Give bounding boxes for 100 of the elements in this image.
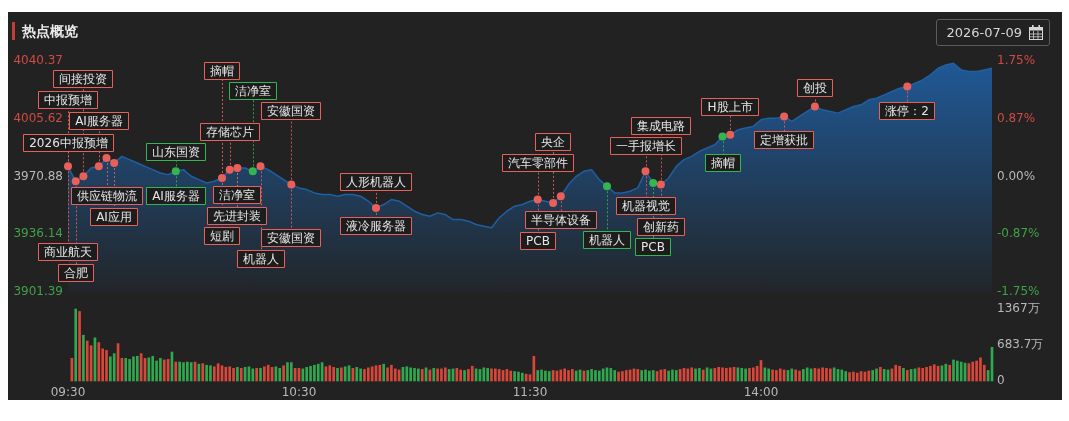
bar [725, 368, 728, 382]
annotation: 一手报增长 [616, 139, 676, 154]
bar [409, 367, 412, 382]
annotation: 摘帽 [711, 156, 735, 171]
bar [282, 365, 285, 382]
bar [721, 367, 724, 382]
point [656, 180, 665, 189]
bar [286, 362, 289, 382]
bar [613, 370, 617, 382]
bar [390, 364, 393, 382]
bar [359, 368, 362, 382]
bar [794, 369, 797, 382]
bar [771, 369, 774, 382]
point [372, 203, 380, 212]
bar [905, 370, 909, 382]
point [79, 172, 88, 181]
annotation: PCB [526, 234, 550, 249]
bar [751, 367, 755, 382]
bar [817, 368, 821, 382]
y-tick-label: 4040.37 [13, 53, 63, 68]
bar [932, 364, 936, 382]
bar [82, 334, 85, 382]
bar [590, 369, 593, 382]
bar [440, 368, 443, 382]
bar [212, 366, 216, 382]
bar [289, 362, 293, 382]
bar [894, 364, 898, 382]
bar [594, 370, 597, 382]
bar [205, 364, 208, 382]
bar [259, 368, 262, 382]
bar [852, 371, 855, 382]
annotation: 安徽国资 [267, 104, 315, 119]
bar [132, 356, 135, 382]
bar [790, 368, 794, 382]
bar [778, 368, 782, 382]
chart-subtitle: 2026-07-09 [946, 25, 1022, 40]
bar [236, 366, 239, 382]
annotation: 先进封装 [213, 209, 261, 224]
bar [621, 371, 624, 382]
annotation: H股上市 [707, 100, 753, 115]
point [780, 112, 789, 121]
bar [748, 368, 751, 382]
bar [112, 353, 116, 382]
bar [366, 367, 370, 382]
bar [343, 366, 347, 382]
y-tick-label: 3936.14 [13, 226, 63, 241]
bar [540, 369, 543, 382]
bar [944, 363, 948, 382]
bar [432, 368, 436, 382]
bar [420, 369, 424, 382]
bar [825, 368, 828, 382]
annotation: 机器人 [243, 252, 279, 267]
y-tick-label: 4005.62 [13, 110, 63, 125]
point [810, 102, 819, 111]
bar [844, 371, 848, 382]
bar [74, 308, 78, 382]
annotation: 创新药 [643, 220, 679, 235]
bar [201, 363, 205, 382]
bar [363, 369, 366, 382]
bar [775, 370, 778, 382]
bar [405, 366, 409, 382]
point [71, 177, 80, 186]
annotation: 短剧 [210, 229, 234, 244]
bar [948, 364, 951, 382]
bar [547, 371, 551, 382]
bar [497, 369, 501, 382]
bar [355, 366, 359, 382]
annotation: 中报预增 [44, 93, 92, 108]
bar [251, 368, 255, 382]
bar [517, 371, 520, 382]
bar [902, 368, 905, 382]
bar [278, 368, 282, 382]
bar [663, 369, 667, 382]
annotation: 集成电路 [637, 119, 685, 134]
bar [124, 358, 128, 382]
bar [494, 368, 497, 382]
bar [875, 368, 878, 382]
bar [975, 360, 978, 382]
point [94, 162, 103, 171]
bar [263, 366, 266, 382]
annotation: 间接投资 [59, 72, 107, 87]
annotation: 山东国资 [152, 145, 200, 160]
annotation: 2026中报预增 [29, 136, 108, 151]
bar [802, 369, 805, 382]
bar [971, 361, 975, 382]
bar [332, 366, 335, 382]
bar [467, 369, 470, 382]
bar [651, 370, 655, 382]
bar [921, 368, 925, 382]
bar [767, 368, 771, 382]
annotation: 安徽国资 [267, 231, 315, 246]
bar [486, 368, 489, 382]
point [533, 195, 542, 204]
annotation: PCB [641, 240, 665, 255]
bar [189, 362, 193, 382]
point [218, 173, 226, 182]
annotation: AI服务器 [152, 189, 200, 204]
annotation: 合肥 [64, 266, 88, 281]
bar [463, 370, 466, 382]
bar [798, 370, 801, 382]
